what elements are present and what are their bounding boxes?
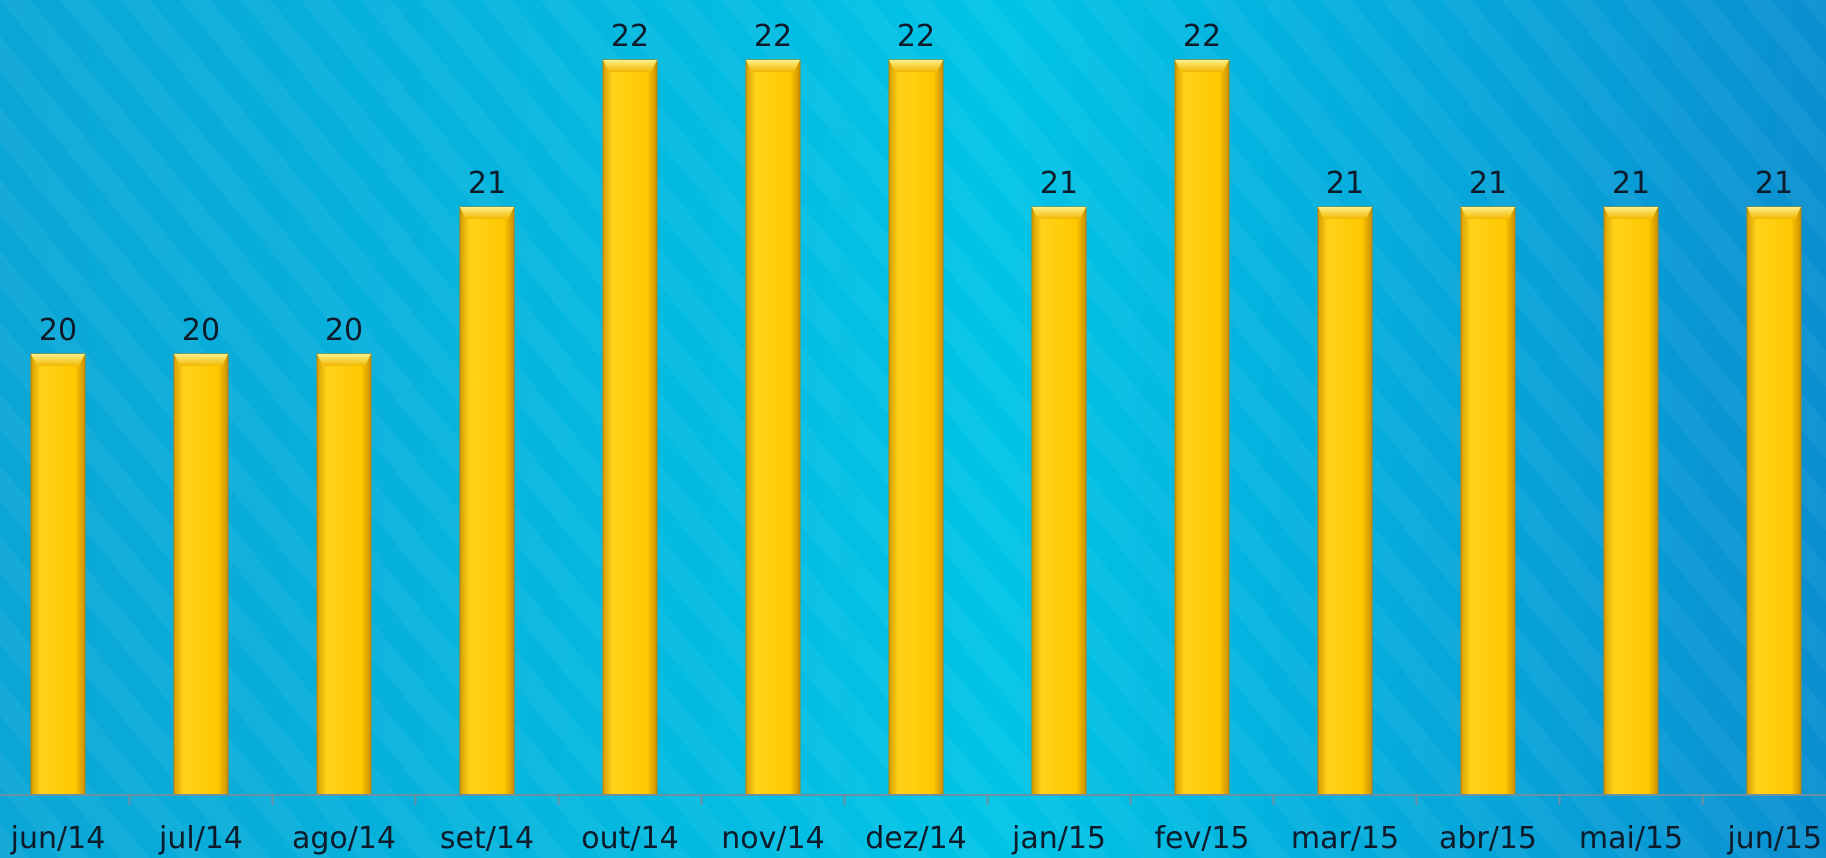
x-tick-label: jul/14 [158,821,243,856]
x-tick-label: mai/15 [1579,821,1683,856]
x-tick-label: fev/15 [1154,821,1249,856]
data-label: 21 [1755,166,1793,201]
x-tick-label: nov/14 [721,821,824,856]
x-tick-label: dez/14 [865,821,967,856]
data-label: 21 [1612,166,1650,201]
data-label: 21 [468,166,506,201]
data-label: 20 [325,313,363,348]
bar [173,353,229,796]
bar [602,59,658,796]
data-label: 22 [1183,19,1221,54]
bar [459,206,515,796]
x-tick-label: out/14 [581,821,678,856]
bar [30,353,86,796]
data-label: 22 [897,19,935,54]
bar [745,59,801,796]
data-label: 20 [39,313,77,348]
data-label: 21 [1040,166,1078,201]
x-tick-label: set/14 [440,821,534,856]
bar [1460,206,1516,796]
x-axis-ticks [128,795,1704,805]
data-label: 21 [1469,166,1507,201]
data-label: 22 [754,19,792,54]
data-labels: 20 20 20 21 22 22 22 21 22 21 21 21 21 [39,19,1793,348]
x-axis-labels: jun/14 jul/14 ago/14 set/14 out/14 nov/14 dez/… [10,821,1822,856]
data-label: 20 [182,313,220,348]
data-label: 22 [611,19,649,54]
bar [1603,206,1659,796]
bar [1317,206,1373,796]
x-tick-label: jan/15 [1011,821,1106,856]
x-tick-label: abr/15 [1439,821,1537,856]
x-tick-label: mar/15 [1291,821,1399,856]
x-tick-label: ago/14 [292,821,396,856]
bar [1746,206,1802,796]
bar [1031,206,1087,796]
bar-series [30,59,1802,796]
bar [316,353,372,796]
bar [1174,59,1230,796]
data-label: 21 [1326,166,1364,201]
x-tick-label: jun/14 [10,821,106,856]
bar [888,59,944,796]
x-tick-label: jun/15 [1726,821,1822,856]
